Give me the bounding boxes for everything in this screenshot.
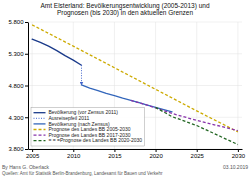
x-tick-mark <box>32 149 33 152</box>
x-tick-label: 2015 <box>108 153 122 159</box>
x-tick-label: 2030 <box>232 153 246 159</box>
footnote: By Hans G. Oberlack <box>2 164 49 170</box>
y-tick: 3.800 <box>8 146 28 152</box>
y-tick-mark <box>25 86 28 87</box>
series-line <box>81 65 82 85</box>
footnote: 03.10.2019 <box>223 164 248 170</box>
x-tick-mark <box>73 149 74 152</box>
x-tick: 2030 <box>232 149 246 159</box>
legend: Bevölkerung (vor Zensus 2011)Ausreisepfe… <box>31 107 145 146</box>
y-tick-label: 5.800 <box>8 19 24 25</box>
x-tick: 2020 <box>149 149 163 159</box>
y-tick-mark <box>25 22 28 23</box>
y-tick: 5.800 <box>8 19 28 25</box>
y-tick-label: 4.800 <box>8 83 24 89</box>
x-tick-mark <box>114 149 115 152</box>
y-tick: 5.300 <box>8 51 28 57</box>
footnote: Quellen: Amt für Statistik Berlin-Brande… <box>2 171 163 176</box>
y-grid-line <box>28 85 242 86</box>
y-axis: 3.800 4.300 4.800 5.300 5.800 <box>8 19 28 152</box>
legend-label: = = =Prognose des Landes BB 2020-2030 <box>49 137 143 143</box>
x-tick-mark <box>238 149 239 152</box>
x-tick-label: 2025 <box>191 153 205 159</box>
x-tick-label: 2020 <box>149 153 163 159</box>
y-grid-line <box>28 149 242 150</box>
y-grid-line <box>28 53 242 54</box>
series-line <box>131 100 238 130</box>
y-tick-label: 3.800 <box>8 146 24 152</box>
x-tick-mark <box>197 149 198 152</box>
x-tick: 2015 <box>108 149 122 159</box>
chart: 2005 2010 2015 2020 2025 2030 3.800 4.300 4.800 5… <box>0 0 250 177</box>
grid <box>28 22 242 149</box>
y-tick-label: 4.300 <box>8 115 24 121</box>
legend-swatch <box>34 112 46 113</box>
x-tick: 2005 <box>26 149 40 159</box>
y-tick-mark <box>25 54 28 55</box>
x-tick: 2010 <box>67 149 81 159</box>
legend-swatch <box>34 134 46 135</box>
y-tick: 4.300 <box>8 115 28 121</box>
legend-box <box>31 107 145 146</box>
x-tick: 2025 <box>191 149 205 159</box>
y-tick-mark <box>25 149 28 150</box>
legend-swatch <box>34 140 46 141</box>
title: Amt Elsterland: Bevölkerungsentwicklung … <box>40 2 209 17</box>
legend-swatch <box>34 129 46 130</box>
x-axis: 2005 2010 2015 2020 2025 2030 <box>26 149 246 159</box>
legend-swatch <box>34 118 46 119</box>
y-tick-label: 5.300 <box>8 51 24 57</box>
x-axis-line <box>29 149 243 150</box>
y-tick: 4.800 <box>8 83 28 89</box>
x-tick-label: 2005 <box>26 153 40 159</box>
title-line: Prognosen (bis 2030) in den aktuellen Gr… <box>57 9 194 17</box>
y-grid-line <box>28 22 242 23</box>
y-axis-line <box>28 23 29 150</box>
x-tick-mark <box>156 149 157 152</box>
y-tick-mark <box>25 117 28 118</box>
series-line <box>32 39 81 65</box>
x-tick-label: 2010 <box>67 153 81 159</box>
legend-swatch <box>34 123 46 124</box>
series-line <box>156 107 238 144</box>
